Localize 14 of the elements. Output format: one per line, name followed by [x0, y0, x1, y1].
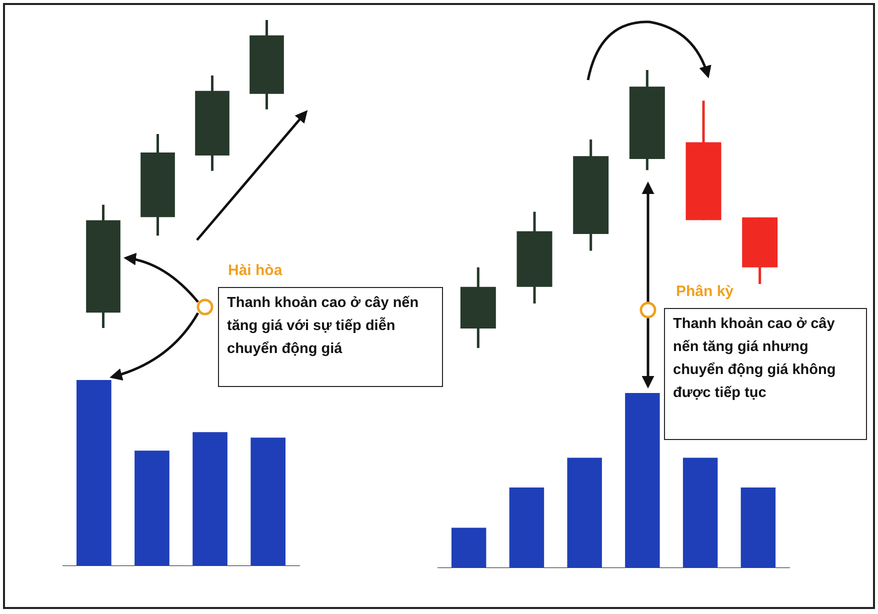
bar	[134, 450, 170, 566]
bar	[682, 458, 718, 568]
bar	[76, 380, 112, 566]
bar	[625, 393, 660, 568]
annotation: Hài hòa	[228, 262, 282, 279]
bar	[567, 458, 602, 568]
bar	[509, 488, 544, 568]
annotation: Thanh khoản cao ở cây nến tăng giá nhưng chuyển động giá không được tiếp tục	[664, 308, 867, 440]
bar	[250, 438, 286, 566]
bar	[451, 528, 486, 568]
bar	[740, 488, 776, 568]
bar	[192, 432, 228, 566]
annotation: Phân kỳ	[676, 283, 734, 300]
annotation: Thanh khoản cao ở cây nến tăng giá với sự tiếp diễn chuyển động giá	[218, 287, 443, 387]
